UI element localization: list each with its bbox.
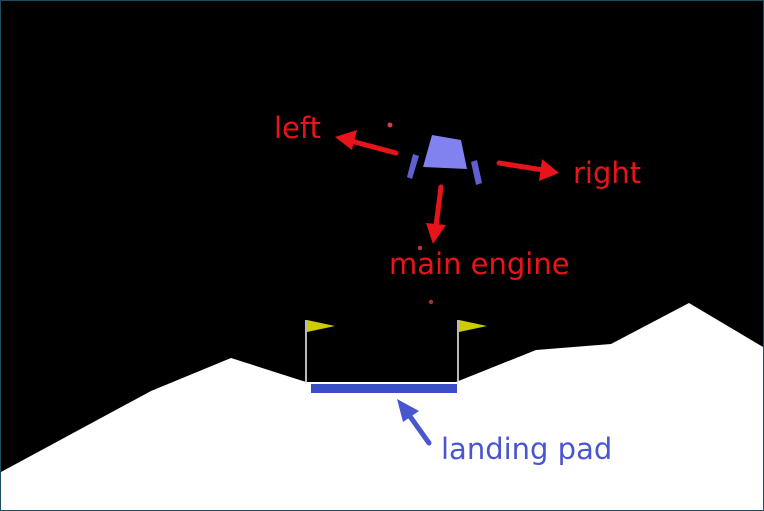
exhaust-particle: [417, 245, 423, 251]
exhaust-particle: [387, 122, 393, 128]
left-thruster-label: left: [274, 111, 321, 145]
lunar-lander-icon: [407, 135, 482, 185]
moon-terrain: [1, 303, 763, 510]
arrow-icon: [426, 184, 446, 244]
landing-pad: [311, 384, 457, 393]
exhaust-particle: [428, 299, 434, 305]
arrow-icon: [496, 159, 559, 181]
lander-left-leg: [407, 154, 419, 179]
arrow-icon: [397, 399, 432, 446]
main-engine-label: main engine: [389, 247, 570, 281]
flag-icon: [457, 320, 487, 384]
lander-right-leg: [471, 160, 482, 185]
lander-body: [423, 135, 467, 169]
flag-icon: [305, 320, 335, 384]
landing-pad-label: landing pad: [441, 432, 613, 466]
right-thruster-label: right: [573, 156, 642, 190]
arrow-icon: [335, 130, 399, 156]
